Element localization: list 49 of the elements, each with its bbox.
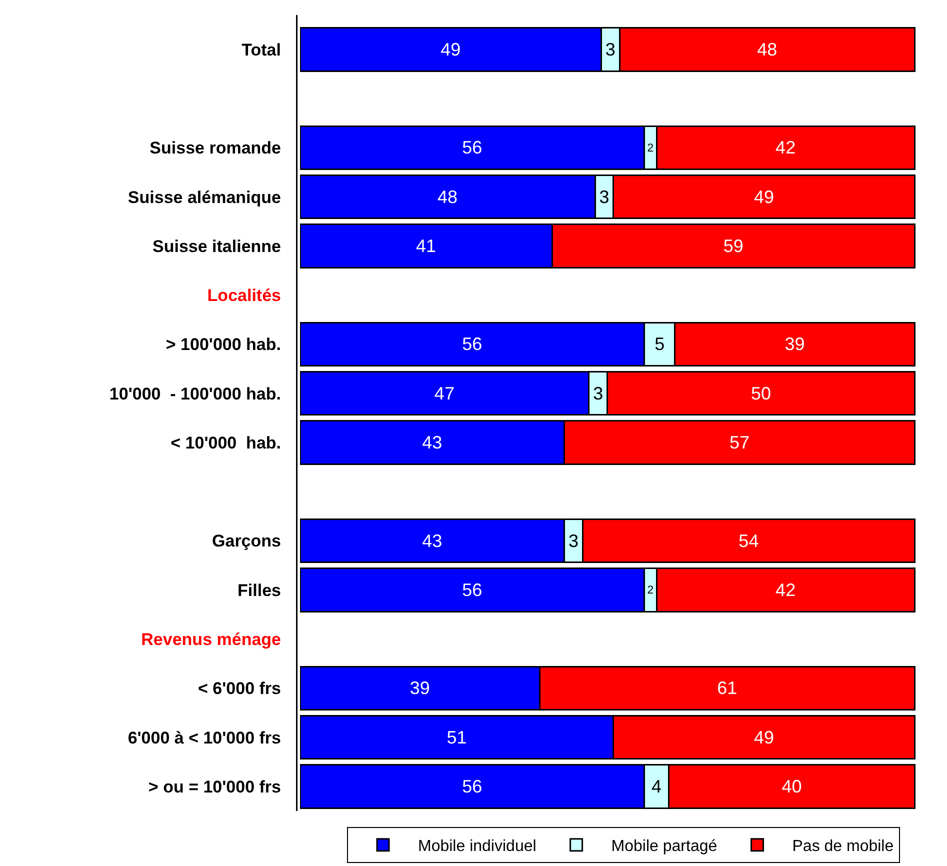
y-tick-label: Suisse alémanique [128, 188, 281, 207]
data-label: 42 [776, 138, 796, 158]
data-label: 39 [784, 334, 805, 354]
data-label: 5 [654, 334, 665, 354]
y-tick-label: < 6'000 frs [198, 679, 281, 698]
data-label: 56 [462, 776, 482, 796]
y-tick-label: Garçons [212, 532, 281, 551]
data-label: 48 [757, 39, 778, 60]
y-tick-label: Suisse italienne [152, 236, 281, 256]
data-label: 41 [416, 236, 436, 256]
data-label: 57 [729, 432, 750, 452]
data-label: 3 [593, 383, 604, 404]
data-label: 56 [462, 580, 482, 600]
y-tick-label: > 100'000 hab. [166, 335, 281, 354]
data-label: 56 [462, 138, 482, 158]
y-tick-label: Total [242, 40, 281, 60]
data-label: 61 [717, 678, 738, 698]
data-label: 59 [723, 236, 744, 256]
data-label: 3 [599, 186, 610, 207]
data-label: 49 [440, 39, 461, 60]
data-label: 3 [605, 39, 616, 60]
data-label: 40 [782, 776, 802, 796]
data-label: 49 [754, 186, 774, 207]
y-tick-label: Localités [207, 286, 281, 306]
data-label: 48 [438, 186, 458, 207]
data-label: 49 [754, 727, 774, 748]
data-label: 43 [422, 432, 442, 452]
data-label: 50 [750, 383, 772, 404]
data-label: 43 [422, 530, 442, 551]
legend-label: Mobile partagé [611, 838, 718, 856]
y-tick-label: 6'000 à < 10'000 frs [128, 728, 281, 748]
data-label: 3 [568, 530, 579, 551]
y-tick-label: Suisse romande [150, 138, 281, 158]
data-label: 39 [410, 678, 430, 698]
data-label: 56 [462, 334, 482, 354]
y-tick-label: < 10'000 hab. [170, 433, 281, 452]
legend-label: Mobile individuel [418, 838, 536, 856]
data-label: 2 [647, 142, 654, 154]
y-tick-label: 10'000 - 100'000 hab. [109, 384, 281, 404]
data-label: 47 [434, 383, 454, 404]
y-tick-label: Revenus ménage [141, 630, 281, 649]
data-label: 42 [776, 580, 796, 600]
legend-label: Pas de mobile [792, 838, 894, 856]
data-label: 51 [446, 727, 467, 748]
y-tick-label: Filles [238, 580, 281, 600]
data-label: 2 [647, 584, 654, 597]
data-label: 4 [651, 776, 662, 796]
y-tick-label: > ou = 10'000 frs [148, 777, 281, 796]
data-label: 54 [738, 530, 759, 551]
